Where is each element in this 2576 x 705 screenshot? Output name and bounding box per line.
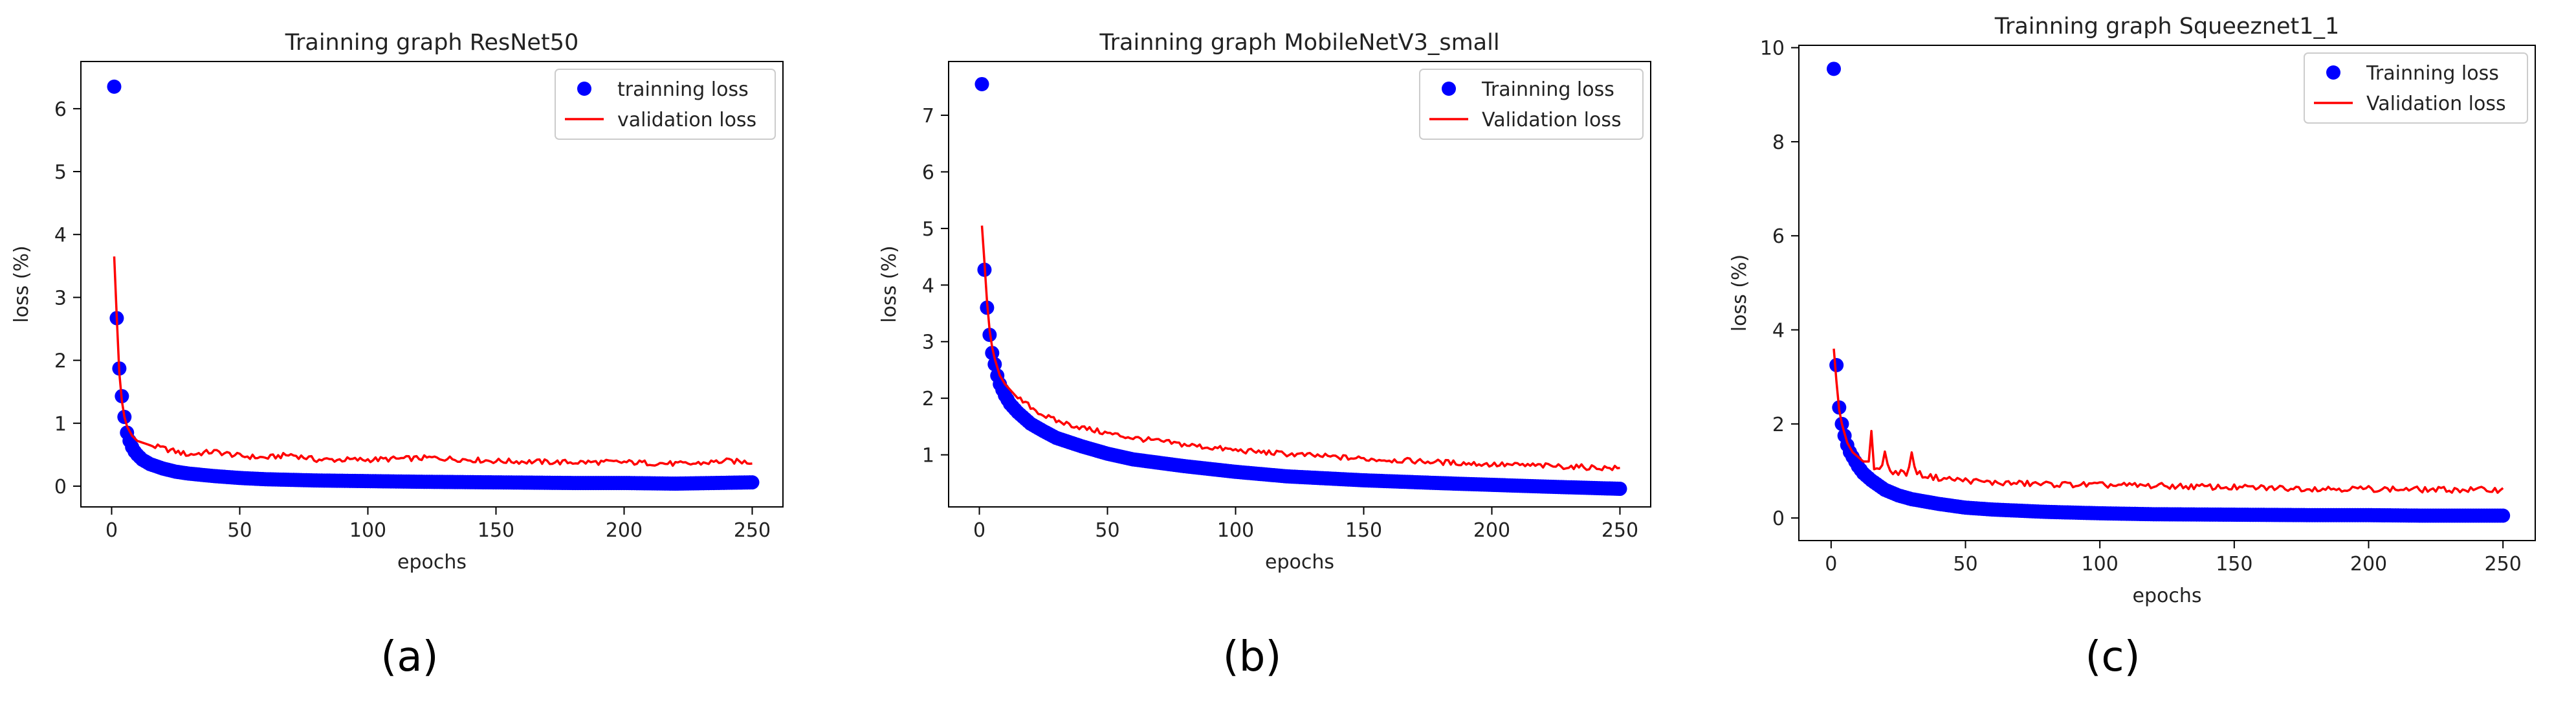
legend-box: [555, 69, 776, 140]
x-tick-label: 0: [105, 519, 118, 542]
legend-marker-training: [1442, 82, 1456, 96]
x-tick-label: 0: [1825, 553, 1837, 576]
plot-area: [1826, 62, 2511, 523]
panel-label: (b): [1223, 633, 1282, 681]
y-tick-label: 3: [922, 331, 934, 354]
chart-title: Trainning graph MobileNetV3_small: [1099, 30, 1499, 56]
x-tick-label: 150: [478, 519, 514, 542]
y-tick-label: 4: [54, 224, 67, 247]
y-tick-label: 1: [54, 413, 67, 436]
training-loss-marker: [974, 76, 989, 91]
validation-loss-line: [1833, 348, 2504, 494]
y-tick-label: 6: [1772, 225, 1785, 248]
y-tick-label: 1: [922, 445, 934, 467]
y-tick-label: 6: [54, 98, 67, 121]
chart-panel-1: Trainning graph ResNet50 0 50 100 150 200 250 0…: [10, 30, 784, 681]
y-tick-label: 8: [1772, 131, 1785, 154]
legend-box: [1419, 69, 1644, 140]
y-tick-label: 6: [922, 161, 934, 184]
plot-frame: [948, 61, 1651, 508]
legend-label-training: Trainning loss: [1481, 78, 1614, 101]
legend: trainning loss validation loss: [555, 69, 776, 140]
legend-label-training: trainning loss: [617, 78, 749, 101]
training-loss-marker: [1613, 482, 1627, 497]
validation-loss-line: [980, 225, 1620, 471]
legend-label-training: Trainning loss: [2366, 62, 2499, 85]
x-tick-label: 100: [349, 519, 386, 542]
x-tick-label: 150: [1345, 519, 1382, 542]
y-tick-label: 7: [922, 105, 934, 128]
training-loss-marker: [985, 346, 1000, 361]
x-tick-label: 100: [2082, 553, 2119, 576]
y-tick-label: 2: [1772, 414, 1785, 436]
y-tick-label: 10: [1760, 38, 1785, 60]
x-tick-label: 100: [1217, 519, 1254, 542]
x-tick-label: 200: [1473, 519, 1510, 542]
plot-frame: [80, 61, 784, 508]
x-tick-label: 250: [2485, 553, 2522, 576]
x-tick-label: 50: [1953, 553, 1977, 576]
validation-loss-line: [113, 256, 753, 467]
y-axis-label: loss (%): [1728, 254, 1751, 331]
x-tick-label: 0: [973, 519, 985, 542]
x-tick-label: 50: [1095, 519, 1119, 542]
x-tick-label: 50: [227, 519, 252, 542]
chart-panel-2: Trainning graph MobileNetV3_small 0 50 100 1…: [878, 30, 1651, 681]
legend-label-validation: Validation loss: [1482, 109, 1622, 131]
y-tick-label: 4: [1772, 320, 1785, 342]
plot-frame: [1798, 45, 2536, 541]
y-tick-label: 5: [922, 218, 934, 241]
legend: Trainning loss Validation loss: [1419, 69, 1644, 140]
x-axis-label: epochs: [1265, 551, 1334, 574]
y-tick-label: 5: [54, 161, 67, 184]
y-tick-label: 0: [54, 476, 67, 498]
y-tick-label: 2: [922, 388, 934, 410]
training-loss-marker: [745, 475, 760, 490]
panel-label: (c): [2085, 633, 2140, 681]
x-axis-label: epochs: [2133, 585, 2202, 607]
plot-area: [974, 76, 1627, 497]
x-tick-label: 250: [1602, 519, 1638, 542]
x-tick-label: 200: [606, 519, 643, 542]
legend-marker-training: [577, 82, 591, 96]
legend-label-validation: Validation loss: [2366, 93, 2506, 115]
legend-marker-training: [2326, 65, 2340, 80]
y-tick-label: 4: [922, 274, 934, 297]
panel-label: (a): [380, 633, 438, 681]
x-axis-label: epochs: [397, 551, 467, 574]
plot-area: [107, 79, 760, 491]
training-loss-marker: [2496, 508, 2511, 523]
y-axis-label: loss (%): [878, 245, 901, 322]
legend-box: [2304, 52, 2528, 124]
training-loss-marker: [1829, 358, 1844, 373]
chart-panel-3: Trainning graph Squeeznet1_10 50 100 150 200…: [1728, 14, 2536, 681]
legend-label-validation: validation loss: [617, 109, 756, 131]
chart-title: Trainning graph ResNet50: [285, 30, 578, 56]
x-tick-label: 200: [2350, 553, 2387, 576]
y-tick-label: 3: [54, 287, 67, 309]
chart-title: Trainning graph Squeeznet1_1: [1994, 14, 2340, 39]
training-loss-marker: [107, 79, 122, 94]
x-tick-label: 150: [2216, 553, 2252, 576]
training-loss-marker: [1826, 62, 1841, 76]
legend: Trainning loss Validation loss: [2304, 52, 2528, 124]
y-tick-label: 0: [1772, 508, 1785, 530]
y-axis-label: loss (%): [10, 245, 33, 322]
y-tick-label: 2: [54, 350, 67, 373]
x-tick-label: 250: [734, 519, 771, 542]
